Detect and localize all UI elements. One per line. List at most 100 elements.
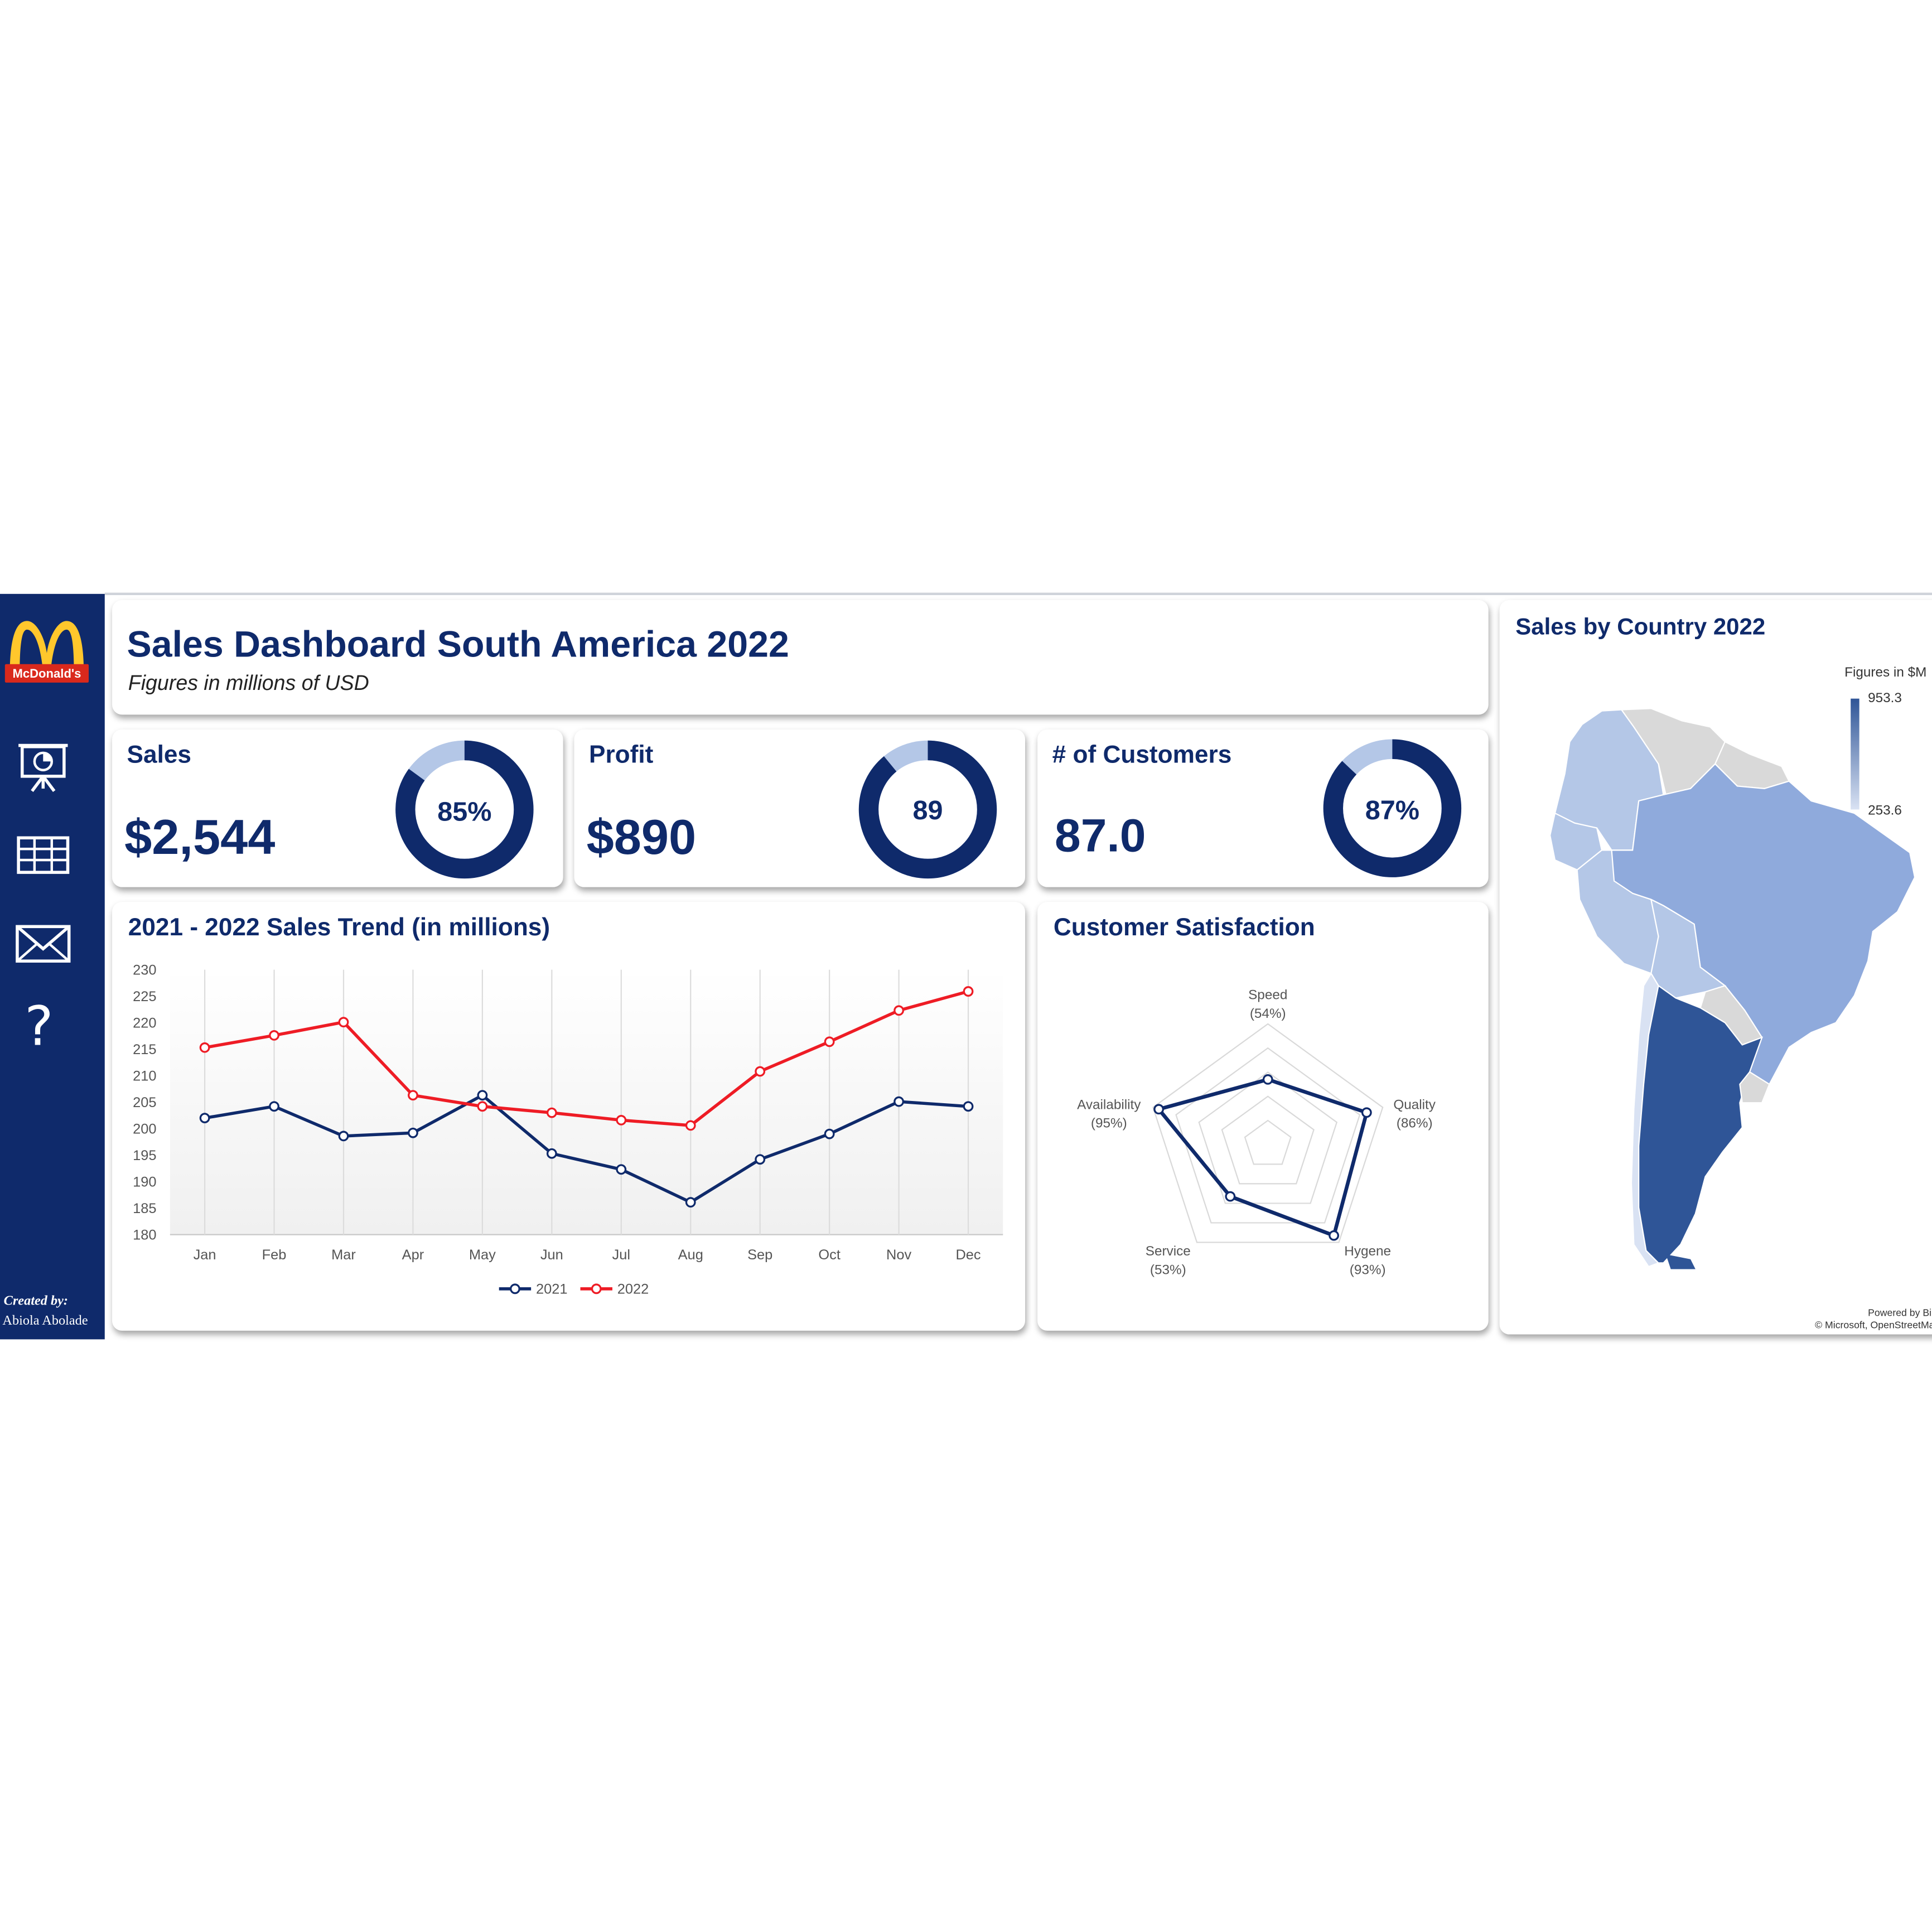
series-line-2021 bbox=[204, 1093, 969, 1204]
credit-name: Abiola Abolade bbox=[2, 1313, 88, 1329]
south-america-map bbox=[1549, 708, 1916, 1269]
radar-label-hygene: Hygene bbox=[1344, 1244, 1391, 1259]
x-tick-label: Aug bbox=[678, 1247, 703, 1263]
kpi-card-customers: # of Customers 87.0 87% bbox=[1037, 729, 1489, 887]
kpi-value: $890 bbox=[586, 810, 697, 865]
brand-name: McDonald's bbox=[12, 666, 81, 680]
map-region-uruguay bbox=[1739, 1071, 1770, 1104]
radar-pct-speed: (54%) bbox=[1250, 1006, 1286, 1021]
data-point-2022 bbox=[477, 1101, 488, 1112]
legend-marker-2021 bbox=[510, 1283, 520, 1295]
kpi-donut-label: 87% bbox=[1365, 795, 1419, 825]
mcdonalds-logo-icon[interactable]: McDonald's bbox=[4, 619, 90, 688]
data-point-2022 bbox=[685, 1120, 696, 1131]
x-tick-label: Apr bbox=[402, 1247, 424, 1263]
sales-trend-chart: 180 185 190 195 200 205 210 215 220 225 230 Jan Feb… bbox=[133, 962, 1003, 1297]
y-tick-label: 190 bbox=[133, 1174, 156, 1190]
y-tick-label: 195 bbox=[133, 1148, 156, 1163]
map-region-tierra-del-fuego bbox=[1665, 1254, 1696, 1269]
legend-marker-2022 bbox=[591, 1283, 602, 1295]
radar-label-speed: Speed bbox=[1248, 988, 1287, 1003]
sales-trend-card: 2021 - 2022 Sales Trend (in millions) 18… bbox=[112, 902, 1026, 1331]
data-point-2022 bbox=[546, 1107, 557, 1118]
map-title: Sales by Country 2022 bbox=[1515, 615, 1766, 641]
map-legend-bar bbox=[1851, 698, 1859, 810]
x-tick-label: Nov bbox=[886, 1247, 911, 1263]
help-icon[interactable]: ? bbox=[25, 996, 54, 1059]
map-region-argentina bbox=[1638, 984, 1763, 1264]
kpi-card-sales: Sales $2,544 85% bbox=[112, 729, 563, 887]
radar-label-service: Service bbox=[1146, 1244, 1191, 1259]
radar-gridline bbox=[1198, 1071, 1338, 1204]
header-card: Sales Dashboard South America 2022 Figur… bbox=[112, 600, 1489, 715]
data-point-2021 bbox=[546, 1148, 557, 1159]
data-point-2021 bbox=[685, 1197, 696, 1208]
data-point-2022 bbox=[269, 1030, 279, 1041]
radar-point bbox=[1361, 1107, 1372, 1118]
radar-gridline bbox=[1244, 1119, 1292, 1165]
data-point-2021 bbox=[199, 1113, 210, 1123]
kpi-card-profit: Profit $890 89 bbox=[574, 729, 1026, 887]
kpi-donut-label: 85% bbox=[437, 796, 491, 827]
radar-axis-labels: Speed (54%) Quality (86%) Hygene (93%) S… bbox=[1077, 988, 1436, 1278]
radar-pct-availability: (95%) bbox=[1091, 1115, 1127, 1131]
radar-series bbox=[1157, 1078, 1369, 1238]
kpi-title: Profit bbox=[588, 741, 654, 769]
radar-label-quality: Quality bbox=[1393, 1097, 1436, 1112]
data-point-2021 bbox=[824, 1128, 835, 1139]
kpi-donut-label: 89 bbox=[912, 795, 943, 825]
presentation-icon[interactable] bbox=[15, 740, 72, 794]
x-tick-label: May bbox=[469, 1247, 496, 1263]
data-point-2022 bbox=[408, 1090, 418, 1101]
kpi-donut: 87% bbox=[1323, 739, 1462, 877]
data-point-2021 bbox=[269, 1101, 279, 1112]
data-point-2022 bbox=[963, 986, 974, 997]
sales-map-card: Sales by Country 2022 Figures in $M 953.… bbox=[1499, 600, 1932, 1335]
x-tick-label: Sep bbox=[747, 1247, 772, 1263]
radar-point bbox=[1153, 1104, 1165, 1115]
kpi-donut-fill bbox=[858, 740, 997, 879]
kpi-donut-fill bbox=[1323, 739, 1462, 877]
map-legend-title: Figures in $M bbox=[1844, 665, 1927, 680]
radar-pct-quality: (86%) bbox=[1397, 1115, 1433, 1131]
y-tick-label: 185 bbox=[133, 1201, 156, 1216]
kpi-title: Sales bbox=[127, 741, 192, 769]
map-attribution-2: © Microsoft, OpenStreetMap bbox=[1815, 1320, 1932, 1331]
data-point-2021 bbox=[338, 1131, 349, 1142]
radar-pct-hygene: (93%) bbox=[1350, 1262, 1386, 1277]
table-icon[interactable] bbox=[15, 828, 72, 882]
data-point-2021 bbox=[616, 1164, 627, 1175]
x-tick-label: Jul bbox=[612, 1247, 630, 1263]
y-tick-label: 210 bbox=[133, 1068, 156, 1084]
legend-label-2022: 2022 bbox=[617, 1282, 649, 1297]
radar-point bbox=[1225, 1191, 1236, 1202]
x-tick-label: Dec bbox=[955, 1247, 981, 1263]
data-point-2021 bbox=[893, 1096, 904, 1107]
x-tick-label: Feb bbox=[262, 1247, 287, 1263]
radar-pct-service: (53%) bbox=[1150, 1262, 1186, 1277]
y-tick-label: 180 bbox=[133, 1227, 156, 1243]
series-line-2022 bbox=[204, 989, 969, 1127]
kpi-donut-fill bbox=[395, 740, 534, 879]
data-point-2022 bbox=[199, 1042, 210, 1053]
satisfaction-title: Customer Satisfaction bbox=[1053, 914, 1315, 941]
kpi-value: 87.0 bbox=[1055, 810, 1146, 863]
mail-icon[interactable] bbox=[15, 917, 72, 971]
kpi-title: # of Customers bbox=[1052, 741, 1232, 769]
top-divider bbox=[104, 592, 1932, 596]
y-tick-label: 200 bbox=[133, 1121, 156, 1137]
y-tick-label: 230 bbox=[133, 962, 156, 978]
kpi-value: $2,544 bbox=[124, 810, 276, 865]
customer-satisfaction-card: Customer Satisfaction Speed (54%) Qualit… bbox=[1037, 902, 1489, 1331]
sidebar: McDonald's ? Created by: Abiola Abol bbox=[0, 593, 105, 1340]
page-subtitle: Figures in millions of USD bbox=[128, 672, 369, 695]
data-point-2021 bbox=[477, 1090, 488, 1101]
data-point-2022 bbox=[755, 1066, 766, 1077]
y-tick-label: 225 bbox=[133, 989, 156, 1004]
x-tick-label: Mar bbox=[331, 1247, 356, 1263]
x-tick-label: Oct bbox=[818, 1247, 841, 1263]
map-attribution-1: Powered by Bing bbox=[1868, 1307, 1932, 1318]
kpi-donut: 85% bbox=[395, 740, 534, 879]
plot-area bbox=[170, 969, 1003, 1235]
